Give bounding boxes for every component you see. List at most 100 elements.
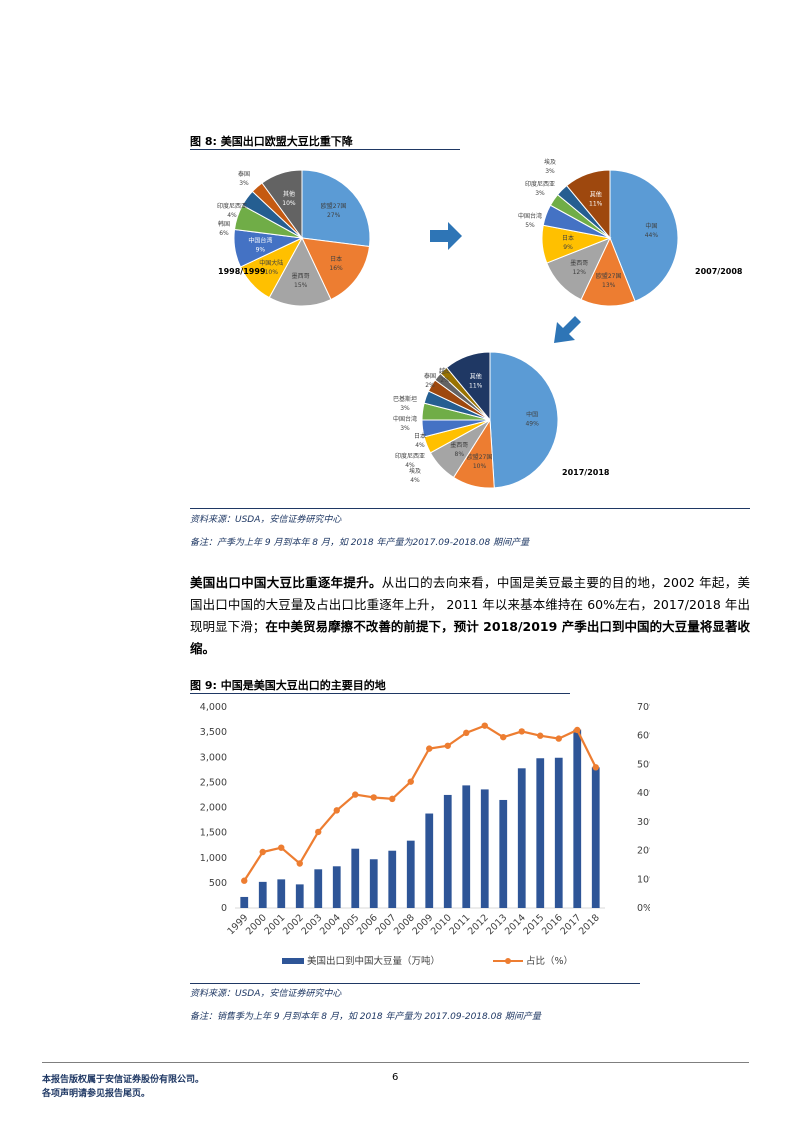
- arrow-right-icon: [430, 222, 462, 250]
- y-right-tick: 30%: [637, 817, 650, 828]
- pie-slice-name: 日本: [562, 234, 574, 242]
- pie-slice-name: 印度尼西亚: [525, 180, 555, 188]
- pie-slice: [565, 169, 611, 240]
- x-tick: 2013: [484, 912, 509, 937]
- x-tick: 2011: [447, 912, 472, 937]
- footer-disclaimer: 各项声明请参见报告尾页。: [42, 1089, 151, 1099]
- x-tick: 1999: [225, 912, 250, 937]
- pie-slice-pct: 2%: [440, 377, 450, 384]
- pie-slice-name: 中国台湾: [248, 237, 272, 245]
- legend-bar-swatch: [282, 958, 304, 964]
- x-tick: 2000: [244, 912, 269, 937]
- pie-1998: 欧盟27国 27% 日本 16% 墨西哥 15% 中国大陆 10% 中国台湾 9% 韩国 6% 印度尼西…: [217, 169, 371, 307]
- pie-2007: 中国 44% 欧盟27国 13% 墨西哥 12% 日本 9% 中国台湾 5% 印度尼西亚 3% 埃及 3%…: [518, 158, 679, 307]
- pie-slice-pct: 3%: [400, 425, 410, 432]
- bar: [480, 789, 489, 908]
- pie-slice: [301, 169, 371, 248]
- x-tick: 2009: [410, 912, 435, 937]
- y-left-tick: 1,000: [200, 853, 227, 864]
- pie-slice-pct: 12%: [573, 269, 587, 276]
- legend-line-label: 占比（%）: [526, 955, 573, 967]
- fig9-note: 备注：销售季为上年 9 月到本年 8 月，如 2018 年产量为 2017.09…: [190, 1012, 541, 1022]
- pie-slice-name: 欧盟27国: [596, 272, 622, 280]
- footer-copyright: 本报告版权属于安信证券股份有限公司。: [42, 1075, 205, 1085]
- y-right-tick: 70%: [637, 702, 650, 713]
- pie-slice-name: 泰国: [238, 170, 250, 178]
- bar: [499, 799, 508, 908]
- pie-slice-pct: 49%: [525, 421, 539, 428]
- y-left-tick: 3,000: [200, 752, 227, 763]
- pie-slice-name: 印度尼西亚: [395, 452, 425, 460]
- bar: [591, 767, 600, 908]
- bar: [258, 881, 267, 908]
- pie-slice-pct: 44%: [645, 232, 659, 239]
- y-right-tick: 50%: [637, 759, 650, 770]
- bar: [314, 869, 323, 908]
- pie-slice-pct: 11%: [589, 200, 603, 207]
- legend-bar-label: 美国出口到中国大豆量（万吨）: [307, 955, 440, 967]
- pie-slice-pct: 3%: [545, 168, 555, 175]
- y-left-tick: 2,500: [200, 777, 227, 788]
- line-point: [574, 726, 581, 734]
- x-tick: 2016: [540, 912, 565, 937]
- x-tick: 2003: [299, 912, 324, 937]
- pie-slice-pct: 4%: [410, 477, 420, 484]
- pie-slice-pct: 10%: [265, 269, 279, 276]
- pie-slice-name: 埃及: [544, 158, 556, 166]
- bar: [332, 866, 341, 908]
- bar: [462, 785, 471, 908]
- pie-slice-name: 其他: [470, 372, 482, 380]
- pie-slice-name: 中国台湾: [518, 212, 542, 220]
- pie-slice-pct: 3%: [535, 190, 545, 197]
- pie-slice-name: 日本: [330, 255, 342, 263]
- pie-2017: 中国49%欧盟27国10%墨西哥8%埃及4%印度尼西亚4%日本4%中国台湾3%巴…: [393, 351, 559, 489]
- x-tick: 2012: [466, 912, 491, 937]
- pie-slice-name: 中国: [526, 411, 538, 419]
- line-point: [444, 742, 451, 749]
- fig8-note: 备注：产季为上年 9 月到本年 8 月，如 2018 年产量为2017.09-2…: [190, 538, 530, 548]
- line-point: [296, 860, 303, 867]
- x-tick: 2004: [318, 912, 343, 937]
- pie-2017-year: 2017/2018: [562, 468, 610, 477]
- bar: [517, 768, 526, 908]
- y-left-tick: 3,500: [200, 727, 227, 738]
- pie-slice-name: 韩国: [218, 220, 230, 228]
- line-point: [463, 729, 470, 737]
- pie-slice-pct: 6%: [219, 230, 229, 237]
- fig8-source: 资料来源：USDA，安信证券研究中心: [190, 515, 342, 525]
- fig9-title: 图 9: 中国是美国大豆出口的主要目的地: [190, 679, 386, 692]
- line-point: [426, 745, 433, 752]
- x-tick: 2015: [521, 912, 546, 937]
- fig8-pies: 欧盟27国 27% 日本 16% 墨西哥 15% 中国大陆 10% 中国台湾 9% 韩国 6% 印度尼西…: [217, 158, 743, 489]
- pie-slice: [609, 169, 679, 302]
- line-point: [407, 778, 414, 785]
- line-point: [518, 728, 525, 735]
- pie-slice-pct: 5%: [525, 222, 535, 229]
- pie-slice-name: 中国台湾: [393, 415, 417, 423]
- pie-slice-pct: 13%: [602, 282, 616, 289]
- x-tick: 2002: [281, 912, 306, 937]
- pie-slice-name: 巴基斯坦: [393, 395, 417, 403]
- pie-slice-name: 埃及: [409, 467, 421, 475]
- pie-slice-pct: 9%: [563, 244, 573, 251]
- fig9-chart: 0 500 1,000 1,500 2,000 2,500 3,000 3,500 4,000 0…: [200, 702, 650, 967]
- line-point: [352, 791, 359, 798]
- pie-slice-name: 欧盟27国: [321, 202, 347, 210]
- pie-slice-pct: 15%: [294, 282, 308, 289]
- bar: [425, 813, 434, 908]
- y-left-tick: 500: [209, 878, 227, 889]
- pie-slice: [489, 351, 559, 489]
- pie-slice-pct: 3%: [239, 180, 249, 187]
- paragraph-body: 从出口的去向来看，中国是美豆最主要的目的地，2002 年起，美国出口中国的大豆量…: [190, 575, 750, 634]
- x-tick: 2018: [577, 912, 602, 937]
- x-tick: 2008: [392, 912, 417, 937]
- line-point: [481, 722, 488, 729]
- y-right-tick: 20%: [637, 846, 650, 857]
- fig8-title: 图 8: 美国出口欧盟大豆比重下降: [190, 135, 353, 148]
- fig9-source: 资料来源：USDA，安信证券研究中心: [190, 989, 342, 999]
- bar: [443, 794, 452, 908]
- bar: [351, 848, 360, 908]
- y-right-tick: 40%: [637, 788, 650, 799]
- x-tick: 2010: [429, 912, 454, 937]
- pie-slice-name: 印度尼西亚: [217, 202, 247, 210]
